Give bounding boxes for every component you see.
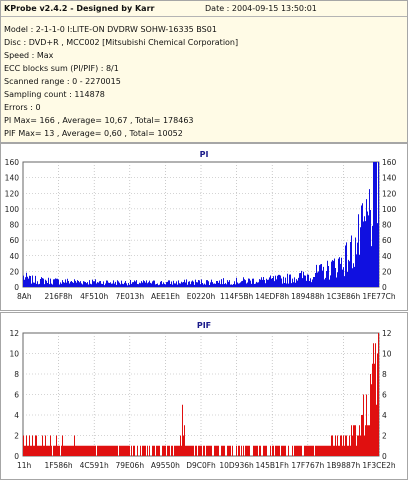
y-tick-label-right: 140	[382, 174, 397, 183]
y-tick-label-left: 140	[5, 174, 20, 183]
info-line-sampling: Sampling count : 114878	[4, 90, 105, 99]
x-tick-label: 114F5Bh	[220, 292, 254, 301]
pif-chart: 0 0 2 2 4 4 6 6 8 8 10 10 12 12 11h 1F586h 4C591h 79E06h A…	[9, 329, 396, 470]
pi-chart: 0 0 20 20 40 40 60 60 80 80 100 100 120 120 140 140 160 1…	[5, 158, 397, 301]
y-tick-label-right: 8	[382, 370, 387, 379]
y-tick-label-right: 0	[382, 452, 387, 461]
scan-date: Date : 2004-09-15 13:50:01	[205, 4, 317, 13]
y-tick-label-right: 40	[382, 252, 392, 261]
y-tick-label-right: 80	[382, 221, 392, 230]
y-tick-label-left: 120	[5, 189, 20, 198]
y-tick-label-right: 2	[382, 432, 387, 441]
y-tick-label-left: 2	[14, 432, 19, 441]
info-line-range: Scanned range : 0 - 2270015	[4, 77, 121, 86]
pif-chart-title: PIF	[196, 321, 212, 330]
x-tick-label: 145B1Fh	[256, 461, 290, 470]
y-tick-label-left: 80	[9, 221, 19, 230]
y-tick-label-left: 0	[14, 283, 19, 292]
x-tick-label: E0220h	[187, 292, 216, 301]
x-tick-label: 8Ah	[17, 292, 32, 301]
y-tick-label-left: 160	[5, 158, 20, 167]
x-tick-label: 14EDF8h	[255, 292, 289, 301]
x-tick-label: 79E06h	[116, 461, 145, 470]
x-tick-label: 7E013h	[116, 292, 145, 301]
y-tick-label-right: 10	[382, 350, 392, 359]
x-tick-label: 1B9887h	[327, 461, 361, 470]
y-tick-label-left: 40	[9, 252, 19, 261]
y-tick-label-right: 0	[382, 283, 387, 292]
x-tick-label: 10D936h	[219, 461, 254, 470]
x-tick-label: AEE1Eh	[151, 292, 180, 301]
y-tick-label-right: 60	[382, 236, 392, 245]
x-tick-label: 1FE77Ch	[362, 292, 396, 301]
x-tick-label: 4F510h	[80, 292, 108, 301]
info-line-disc: Disc : DVD+R , MCC002 [Mitsubishi Chemic…	[4, 38, 239, 47]
app-title: KProbe v2.4.2 - Designed by Karr	[4, 4, 155, 13]
info-line-pif-stats: PIF Max= 13 , Average= 0,60 , Total= 100…	[4, 129, 183, 138]
y-tick-label-right: 12	[382, 329, 392, 338]
y-tick-label-right: 6	[382, 391, 387, 400]
y-tick-label-left: 6	[14, 391, 19, 400]
x-tick-label: 17F767h	[291, 461, 324, 470]
y-tick-label-right: 4	[382, 411, 387, 420]
x-tick-label: A9550h	[151, 461, 180, 470]
pi-chart-title: PI	[199, 150, 209, 159]
x-tick-label: 189488h	[291, 292, 325, 301]
info-line-errors: Errors : 0	[4, 103, 41, 112]
y-tick-label-left: 60	[9, 236, 19, 245]
info-line-ecc: ECC blocks sum (PI/PIF) : 8/1	[4, 64, 119, 73]
y-tick-label-right: 100	[382, 205, 397, 214]
y-tick-label-left: 0	[14, 452, 19, 461]
x-tick-label: 11h	[17, 461, 32, 470]
info-line-model: Model : 2-1-1-0 I:LITE-ON DVDRW SOHW-163…	[4, 25, 217, 34]
y-tick-label-left: 4	[14, 411, 19, 420]
info-line-pi-stats: PI Max= 166 , Average= 10,67 , Total= 17…	[4, 116, 194, 125]
y-tick-label-left: 8	[14, 370, 19, 379]
y-tick-label-left: 10	[9, 350, 19, 359]
info-panel: KProbe v2.4.2 - Designed by Karr Date : …	[0, 0, 408, 143]
header-divider	[1, 16, 407, 17]
x-tick-label: 1F3CE2h	[362, 461, 396, 470]
x-tick-label: 1C3E86h	[326, 292, 360, 301]
x-tick-label: 216F8h	[45, 292, 73, 301]
y-tick-label-left: 12	[9, 329, 19, 338]
x-tick-label: D9C0Fh	[186, 461, 216, 470]
y-tick-label-right: 120	[382, 189, 397, 198]
y-tick-label-right: 20	[382, 267, 392, 276]
pif-chart-panel: PIF 0 0 2 2 4 4 6 6 8 8 10 10 12 12 11h 1F586h 4C591h 79E…	[0, 312, 408, 480]
x-tick-label: 1F586h	[45, 461, 73, 470]
y-tick-label-right: 160	[382, 158, 397, 167]
x-tick-label: 4C591h	[80, 461, 109, 470]
y-tick-label-left: 100	[5, 205, 20, 214]
y-tick-label-left: 20	[9, 267, 19, 276]
pi-chart-panel: PI 0 0 20 20 40 40 60 60 80 80 100 100 120 120 140 140 1…	[0, 143, 408, 311]
info-line-speed: Speed : Max	[4, 51, 54, 60]
